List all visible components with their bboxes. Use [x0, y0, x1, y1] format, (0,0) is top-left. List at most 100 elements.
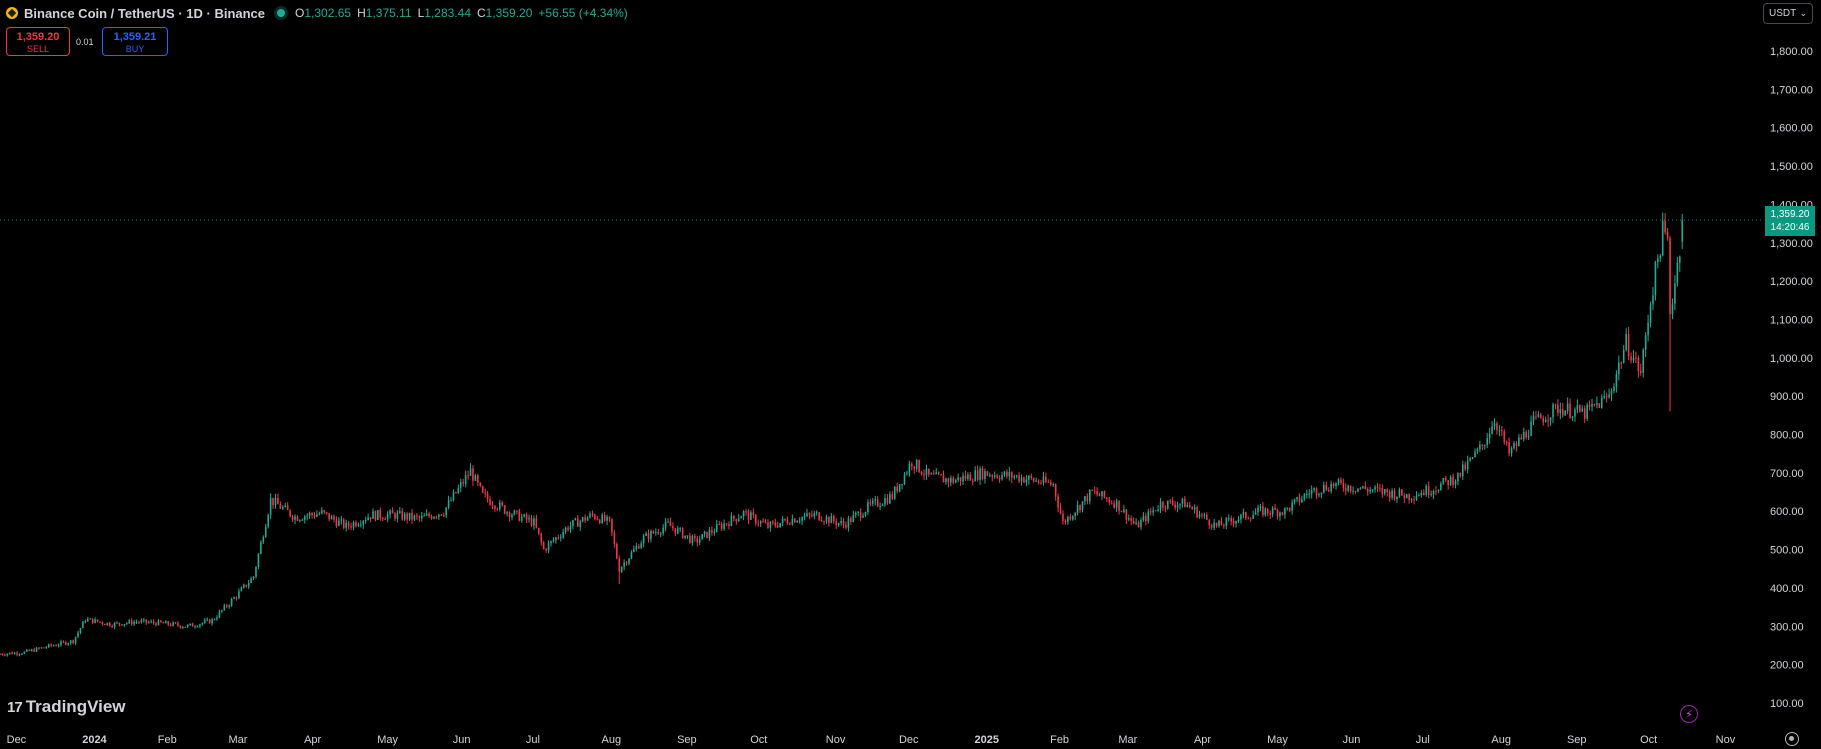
candle-body — [18, 654, 21, 656]
candle-body — [1379, 487, 1381, 489]
candle-body — [728, 523, 730, 527]
candle-body — [284, 505, 287, 507]
candle-body — [606, 516, 608, 521]
candle-body — [247, 583, 250, 587]
candle-body — [1405, 494, 1408, 499]
candle-body — [4, 654, 6, 656]
candle-body — [1508, 442, 1510, 454]
candle-body — [1003, 471, 1006, 476]
candle-body — [742, 511, 745, 517]
candle-body — [1615, 374, 1618, 387]
candle-body — [718, 524, 721, 526]
candle-body — [798, 520, 801, 522]
candle-body — [40, 647, 43, 649]
lightning-icon[interactable]: ⚡ — [1680, 705, 1698, 723]
candle-body — [1091, 489, 1094, 491]
candle-body — [869, 502, 872, 504]
candle-body — [1242, 512, 1245, 515]
candle-body — [1354, 490, 1357, 492]
candle-body — [218, 611, 221, 618]
market-status-icon[interactable] — [277, 9, 286, 17]
candle-body — [1106, 497, 1108, 500]
candle-body — [1323, 485, 1325, 493]
candle-body — [433, 516, 435, 519]
candle-body — [1313, 488, 1315, 491]
candle-body — [1366, 488, 1369, 492]
candle-body — [428, 513, 430, 517]
candle-body — [35, 647, 38, 652]
candle-body — [1403, 495, 1406, 499]
candle-body — [528, 518, 530, 520]
candle-body — [1552, 404, 1554, 418]
y-tick-label: 900.00 — [1770, 391, 1804, 403]
candle-body — [967, 474, 969, 480]
candle-body — [1603, 396, 1606, 398]
candle-body — [1, 653, 4, 655]
candle-body — [391, 510, 394, 514]
candle-body — [1067, 516, 1069, 523]
candle-body — [523, 514, 525, 517]
candle-body — [518, 510, 521, 521]
candle-body — [301, 519, 304, 521]
sell-price: 1,359.20 — [16, 31, 60, 43]
candle-body — [555, 537, 557, 541]
candle-body — [289, 509, 291, 517]
candle-body — [408, 512, 411, 520]
candle-body — [43, 647, 45, 649]
candle-body — [1088, 489, 1091, 502]
candle-body — [243, 584, 245, 588]
candle-body — [1315, 488, 1318, 495]
candle-body — [1330, 483, 1332, 492]
candle-body — [633, 549, 635, 553]
candle-body — [1527, 435, 1530, 438]
candle-body — [630, 552, 633, 559]
candle-body — [442, 515, 445, 517]
x-tick-label: Jun — [1343, 734, 1361, 746]
candle-body — [511, 514, 513, 518]
candle-body — [145, 619, 148, 623]
candle-body — [1342, 482, 1345, 489]
candle-body — [779, 522, 781, 528]
candle-body — [769, 521, 772, 528]
candle-body — [438, 514, 440, 517]
candle-body — [1505, 441, 1508, 443]
symbol-title[interactable]: Binance Coin / TetherUS · 1D · Binance — [24, 5, 266, 21]
y-tick-label: 800.00 — [1770, 430, 1804, 442]
tradingview-logo[interactable]: 17 TradingView — [7, 697, 126, 717]
candle-body — [369, 517, 372, 519]
candle-body — [501, 502, 504, 506]
change-value: +56.55 (+4.34%) — [538, 6, 628, 20]
candle-body — [781, 518, 784, 523]
candle-body — [311, 513, 313, 515]
candle-body — [1501, 430, 1503, 432]
candle-body — [1305, 493, 1308, 495]
candle-body — [125, 623, 128, 625]
candle-body — [1535, 416, 1537, 418]
candle-body — [676, 528, 679, 534]
currency-select[interactable]: USDT ⌄ — [1763, 3, 1813, 24]
sell-label: SELL — [26, 44, 50, 54]
candle-body — [1154, 510, 1157, 512]
candle-body — [594, 514, 596, 519]
candle-body — [857, 511, 859, 513]
candle-body — [1281, 512, 1284, 515]
candle-body — [1057, 496, 1059, 508]
gear-icon[interactable] — [1785, 732, 1799, 746]
candle-body — [1610, 391, 1613, 395]
candle-body — [257, 553, 260, 567]
candle-body — [55, 645, 57, 647]
buy-button[interactable]: 1,359.21 BUY — [102, 27, 168, 56]
candle-body — [840, 521, 842, 524]
candle-body — [1325, 485, 1328, 491]
candle-body — [1561, 409, 1564, 416]
candle-body — [767, 522, 769, 528]
candle-body — [1525, 431, 1527, 438]
candle-body — [1520, 437, 1523, 440]
sell-button[interactable]: 1,359.20 SELL — [6, 27, 70, 56]
close-value: 1,359.20 — [485, 6, 533, 20]
candle-body — [837, 523, 840, 526]
candle-body — [1318, 494, 1320, 496]
candle-body — [1408, 494, 1410, 500]
